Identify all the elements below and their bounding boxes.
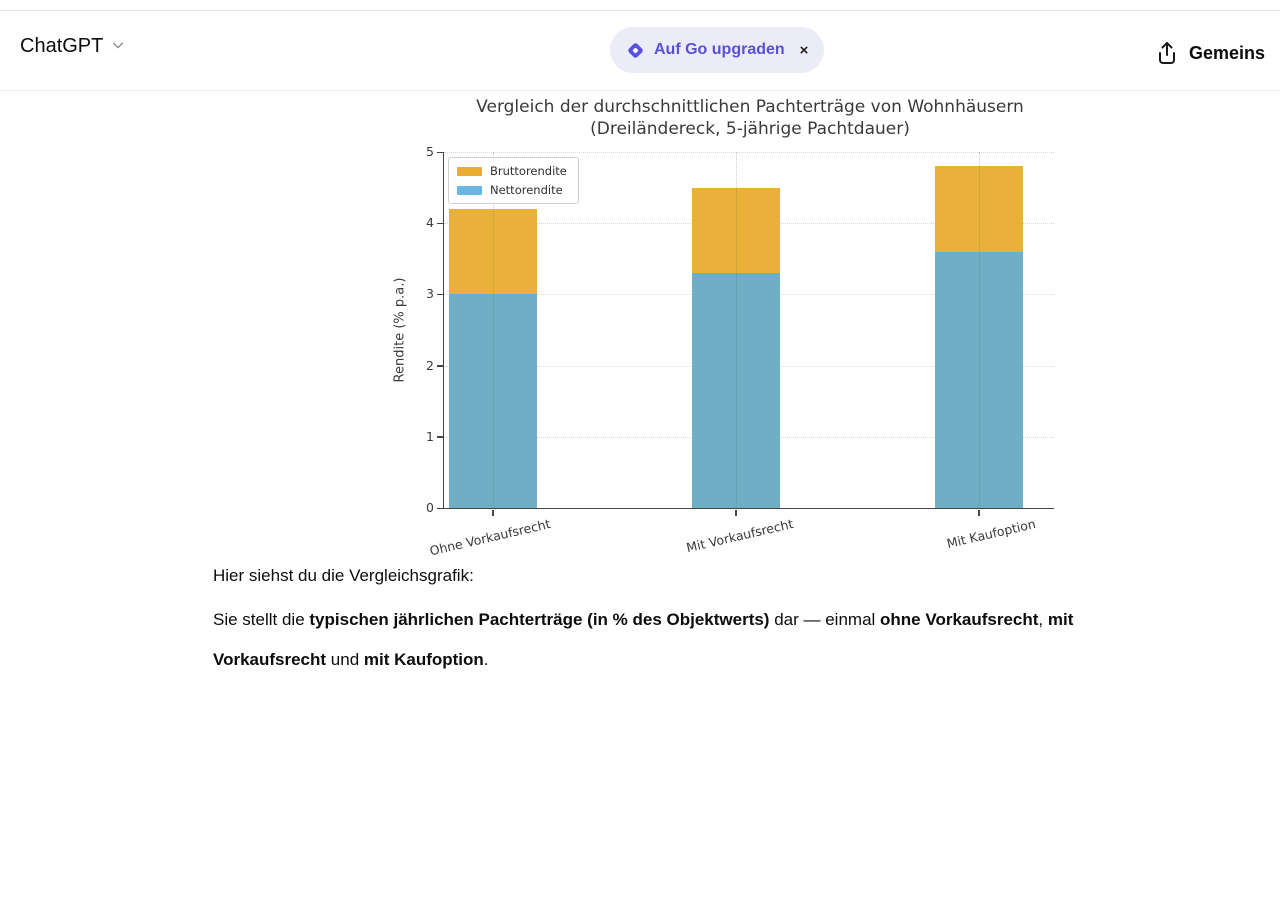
ytick-label: 1 [426,428,434,444]
chatgpt-label: ChatGPT [20,35,104,57]
legend-box: Bruttorendite Nettorendite [448,157,579,204]
ytick-mark [437,507,443,509]
plain-text: . [483,650,489,669]
plain-text: , [1038,610,1048,629]
bar-segment-nettorendite [935,251,1023,508]
plain-text: und [326,650,364,669]
chart-title-line1: Vergleich der durchschnittlichen Pachter… [476,97,1024,117]
bar-segment-nettorendite [692,273,780,508]
ytick-label: 0 [426,500,434,515]
ytick-label: 4 [426,215,434,231]
bar-segment-bruttorendite [449,208,537,295]
gridline-horizontal [444,152,1054,153]
xtick-mark [735,510,737,516]
plain-text: dar — einmal [769,610,881,629]
xtick-label: Mit Kaufoption [945,516,1038,552]
bar-stack [692,187,780,508]
upgrade-pill[interactable]: Auf Go upgraden × [610,27,825,73]
plot-area: Rendite (% p.a.) Bruttorendite Nettorendi… [393,144,1054,558]
bar-stack [449,208,537,508]
legend-row: Bruttorendite [457,164,567,178]
legend-row: Nettorendite [457,183,567,197]
legend-label: Nettorendite [490,183,563,197]
chart-figure: Vergleich der durchschnittlichen Pachter… [380,96,1080,566]
legend-swatch-bruttorendite [457,166,482,176]
ytick-label: 3 [426,286,434,302]
ytick-mark [437,436,443,438]
bar-segment-nettorendite [449,294,537,508]
legend-label: Bruttorendite [490,164,567,178]
ytick-label: 2 [426,357,434,373]
message-intro: Hier siehst du die Vergleichsgrafik: [213,566,474,585]
header-bar: ChatGPT Auf Go upgraden × Gemeins [0,11,1280,91]
upgrade-pill-label: Auf Go upgraden [654,41,785,58]
chart-title-line2: (Dreiländereck, 5-jährige Pachtdauer) [590,119,910,139]
share-icon [1155,40,1179,66]
ytick-mark [437,293,443,296]
assistant-message: Hier siehst du die Vergleichsgrafik: Sie… [213,556,1123,680]
legend-swatch-nettorendite [457,185,482,195]
top-divider [0,10,1280,11]
chevron-down-icon [111,35,125,58]
bar-stack [935,166,1023,508]
bold-text: typischen jährlichen Pachterträge (in % … [309,610,770,629]
ytick-mark [437,151,443,153]
bold-text: mit Vorkaufsrecht [213,610,1074,669]
xtick-label: Mit Vorkaufsrecht [684,516,795,556]
diamond-icon [626,41,645,60]
gridline-vertical [736,152,737,508]
share-label: Gemeins [1189,42,1266,63]
message-paragraph: Sie stellt die typischen jährlichen Pach… [213,600,1123,680]
share-button[interactable]: Gemeins [1155,37,1265,69]
pill-close-button[interactable]: × [799,41,809,59]
model-switcher-button[interactable]: ChatGPT [20,35,125,58]
bar-segment-bruttorendite [935,166,1023,252]
plain-text: Sie stellt die [213,610,310,629]
xtick-mark [978,510,980,516]
xtick-mark [492,510,494,516]
ytick-mark [437,222,443,225]
xtick-label: Ohne Vorkaufsrecht [427,516,552,559]
ytick-label: 5 [426,144,434,159]
ytick-mark [437,365,443,367]
bar-segment-bruttorendite [692,187,780,274]
gridline-vertical [979,152,980,508]
gridline-vertical [493,152,494,508]
bold-text: ohne Vorkaufsrecht [880,610,1039,629]
bold-text: mit Kaufoption [363,650,484,669]
